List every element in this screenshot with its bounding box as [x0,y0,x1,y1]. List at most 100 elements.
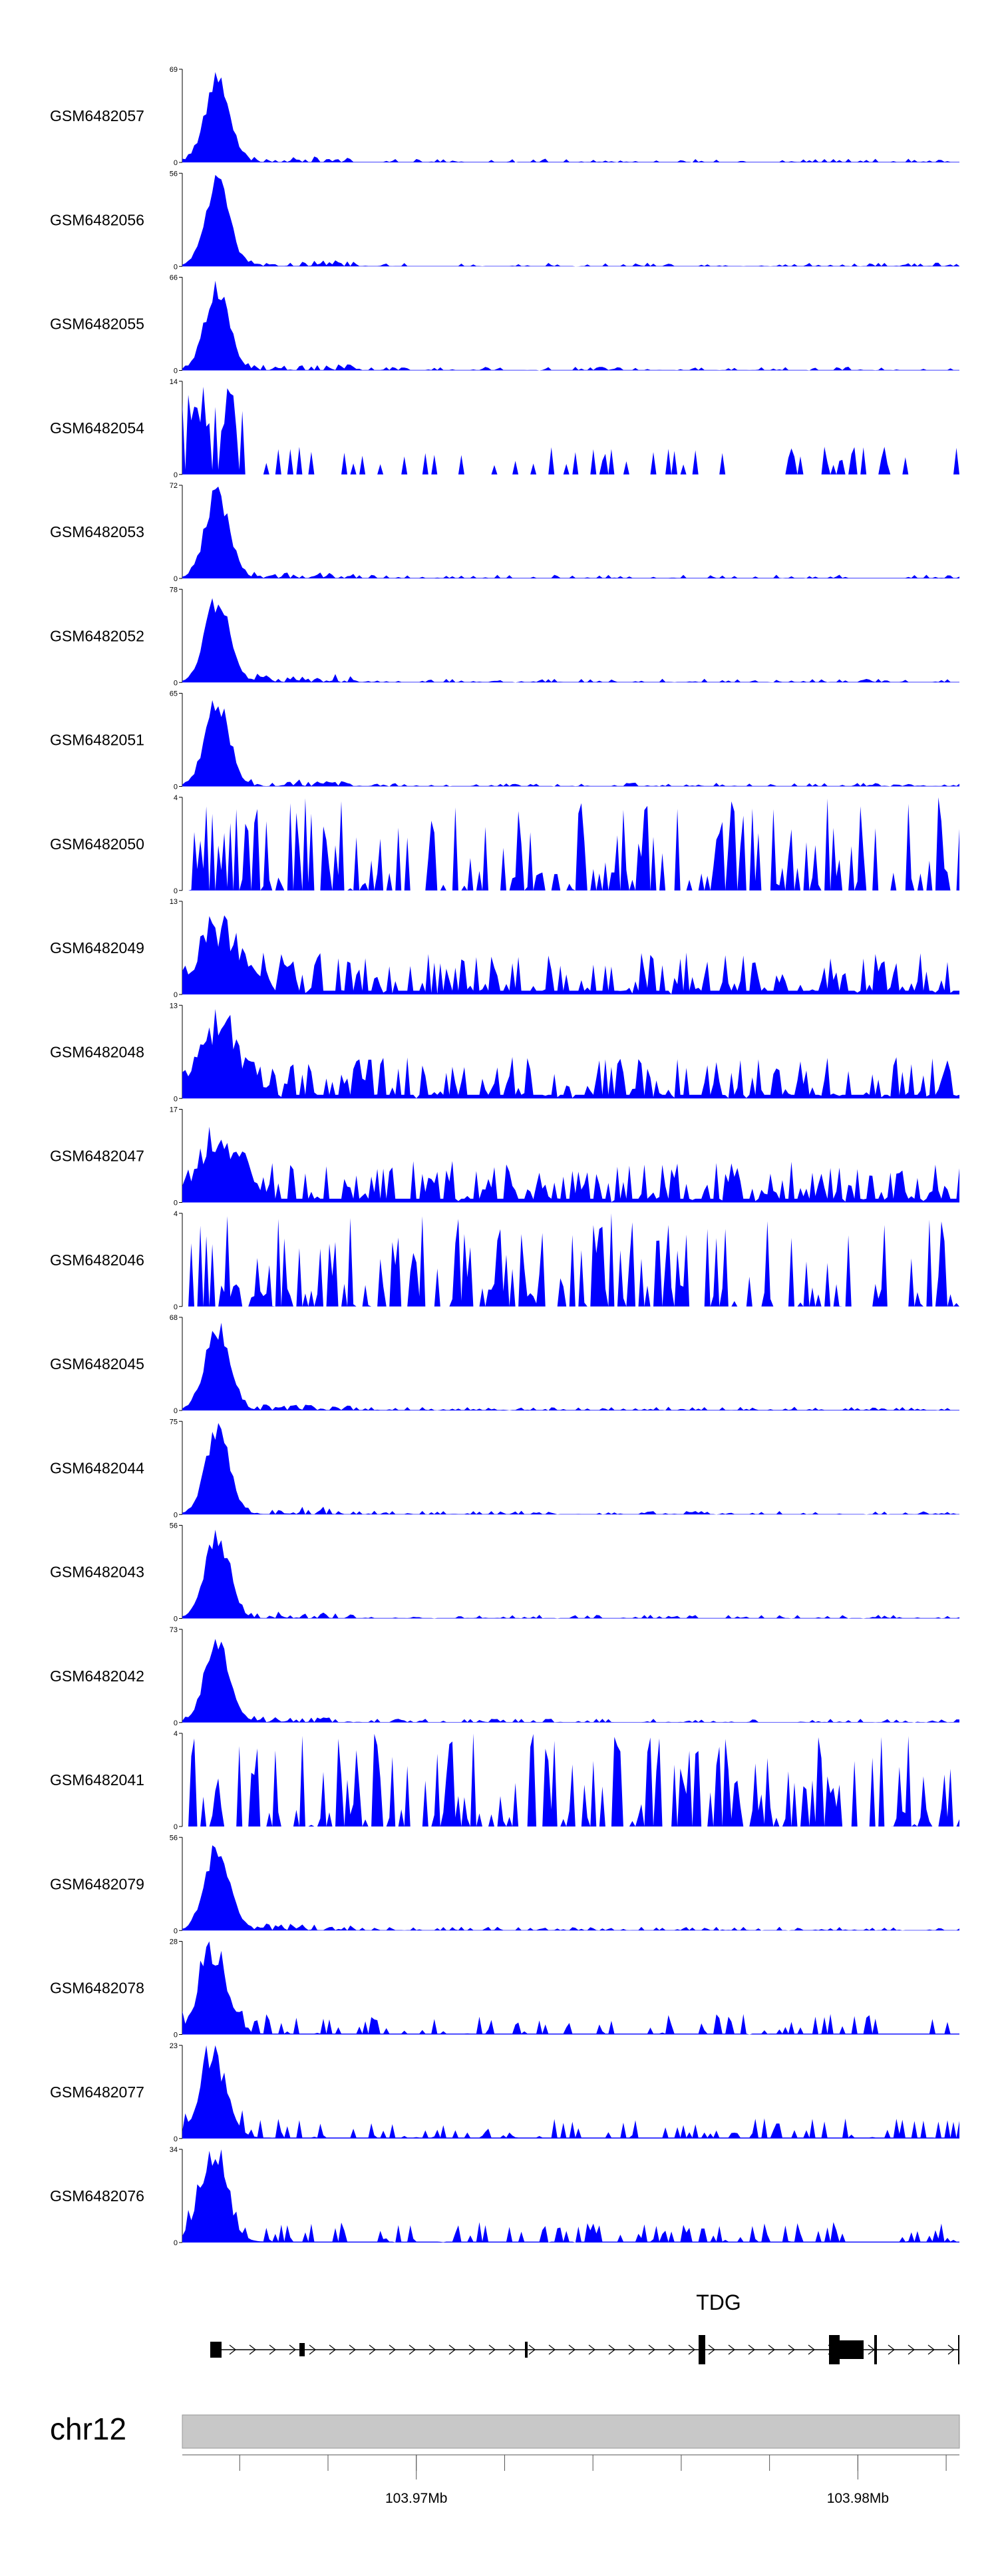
y-max-label: 56 [170,170,178,178]
strand-arrow [648,2344,655,2355]
y-min-label: 0 [174,783,178,791]
track-GSM6482054: GSM6482054 14 0 [50,378,959,479]
y-min-label: 0 [174,575,178,583]
track-label: GSM6482042 [50,1667,144,1685]
track-GSM6482045: GSM6482045 68 0 [50,1314,959,1415]
coverage-area [182,1941,959,2035]
track-label: GSM6482041 [50,1771,144,1789]
y-max-label: 4 [174,794,178,802]
coverage-area [182,1323,959,1410]
y-min-label: 0 [174,367,178,375]
y-max-label: 68 [170,1314,178,1322]
coverage-area [182,487,959,578]
y-max-label: 4 [174,1730,178,1738]
chromosome-label: chr12 [50,2412,126,2446]
strand-arrow [409,2344,416,2355]
track-GSM6482042: GSM6482042 73 0 [50,1626,959,1727]
y-max-label: 14 [170,378,178,386]
y-min-label: 0 [174,679,178,687]
coverage-area [182,700,959,787]
strand-arrow [628,2344,635,2355]
track-label: GSM6482052 [50,627,144,644]
strand-arrow [289,2344,296,2355]
track-GSM6482047: GSM6482047 17 0 [50,1106,959,1207]
strand-arrow [688,2344,695,2355]
track-GSM6482055: GSM6482055 66 0 [50,274,959,375]
track-GSM6482048: GSM6482048 13 0 [50,1002,959,1103]
coverage-area [182,1213,959,1307]
track-GSM6482041: GSM6482041 4 0 [50,1730,959,1831]
y-min-label: 0 [174,2135,178,2143]
gene-track: TDG [210,2290,959,2364]
track-GSM6482078: GSM6482078 28 0 [50,1938,959,2039]
track-label: GSM6482053 [50,523,144,540]
coverage-area [182,598,959,683]
strand-arrow [448,2344,456,2355]
coverage-area [182,72,959,162]
y-max-label: 23 [170,2042,178,2050]
y-max-label: 56 [170,1834,178,1842]
strand-arrow [548,2344,556,2355]
y-min-label: 0 [174,887,178,895]
track-label: GSM6482077 [50,2083,144,2101]
strand-arrow [369,2344,376,2355]
strand-arrow [808,2344,815,2355]
gene-exon [299,2343,305,2356]
strand-arrow [908,2344,915,2355]
coverage-area [182,1126,959,1203]
track-label: GSM6482056 [50,211,144,228]
strand-arrow [668,2344,675,2355]
coverage-area [182,174,959,267]
track-label: GSM6482076 [50,2187,144,2205]
track-GSM6482079: GSM6482079 56 0 [50,1834,959,1935]
strand-arrow [947,2344,955,2355]
strand-arrow [389,2344,396,2355]
track-label: GSM6482045 [50,1355,144,1373]
strand-arrow [788,2344,795,2355]
coverage-area [182,1008,959,1099]
gene-exon [874,2335,877,2364]
track-label: GSM6482051 [50,732,144,749]
strand-arrow [728,2344,735,2355]
strand-arrow [229,2344,236,2355]
y-max-label: 75 [170,1418,178,1426]
track-GSM6482057: GSM6482057 69 0 [50,66,959,167]
track-label: GSM6482046 [50,1251,144,1269]
track-GSM6482043: GSM6482043 56 0 [50,1522,959,1623]
track-GSM6482050: GSM6482050 4 0 [50,794,959,895]
y-max-label: 28 [170,1938,178,1946]
y-min-label: 0 [174,2032,178,2039]
coverage-area [182,1845,959,1931]
y-min-label: 0 [174,1719,178,1727]
strand-arrow [768,2344,775,2355]
y-max-label: 34 [170,2146,178,2154]
track-GSM6482051: GSM6482051 65 0 [50,690,959,791]
y-max-label: 72 [170,482,178,490]
gene-exon [210,2342,222,2358]
track-GSM6482052: GSM6482052 78 0 [50,586,959,687]
y-max-label: 13 [170,1002,178,1010]
strand-arrow [468,2344,476,2355]
y-max-label: 65 [170,690,178,698]
strand-arrow [588,2344,595,2355]
gene-exon [699,2335,705,2364]
track-GSM6482056: GSM6482056 56 0 [50,170,959,271]
y-min-label: 0 [174,991,178,999]
gene-exon [840,2340,864,2359]
coverage-area [182,1733,959,1826]
coverage-area [182,797,959,891]
x-tick-label: 103.97Mb [385,2491,447,2506]
gene-exon [525,2342,528,2358]
y-min-label: 0 [174,1823,178,1831]
track-GSM6482046: GSM6482046 4 0 [50,1210,959,1311]
strand-arrow [329,2344,336,2355]
y-max-label: 13 [170,898,178,906]
track-GSM6482053: GSM6482053 72 0 [50,482,959,583]
track-label: GSM6482078 [50,1980,144,1997]
track-label: GSM6482057 [50,107,144,124]
coverage-area [182,387,959,475]
coverage-area [182,1422,959,1515]
y-max-label: 66 [170,274,178,282]
y-min-label: 0 [174,1095,178,1103]
